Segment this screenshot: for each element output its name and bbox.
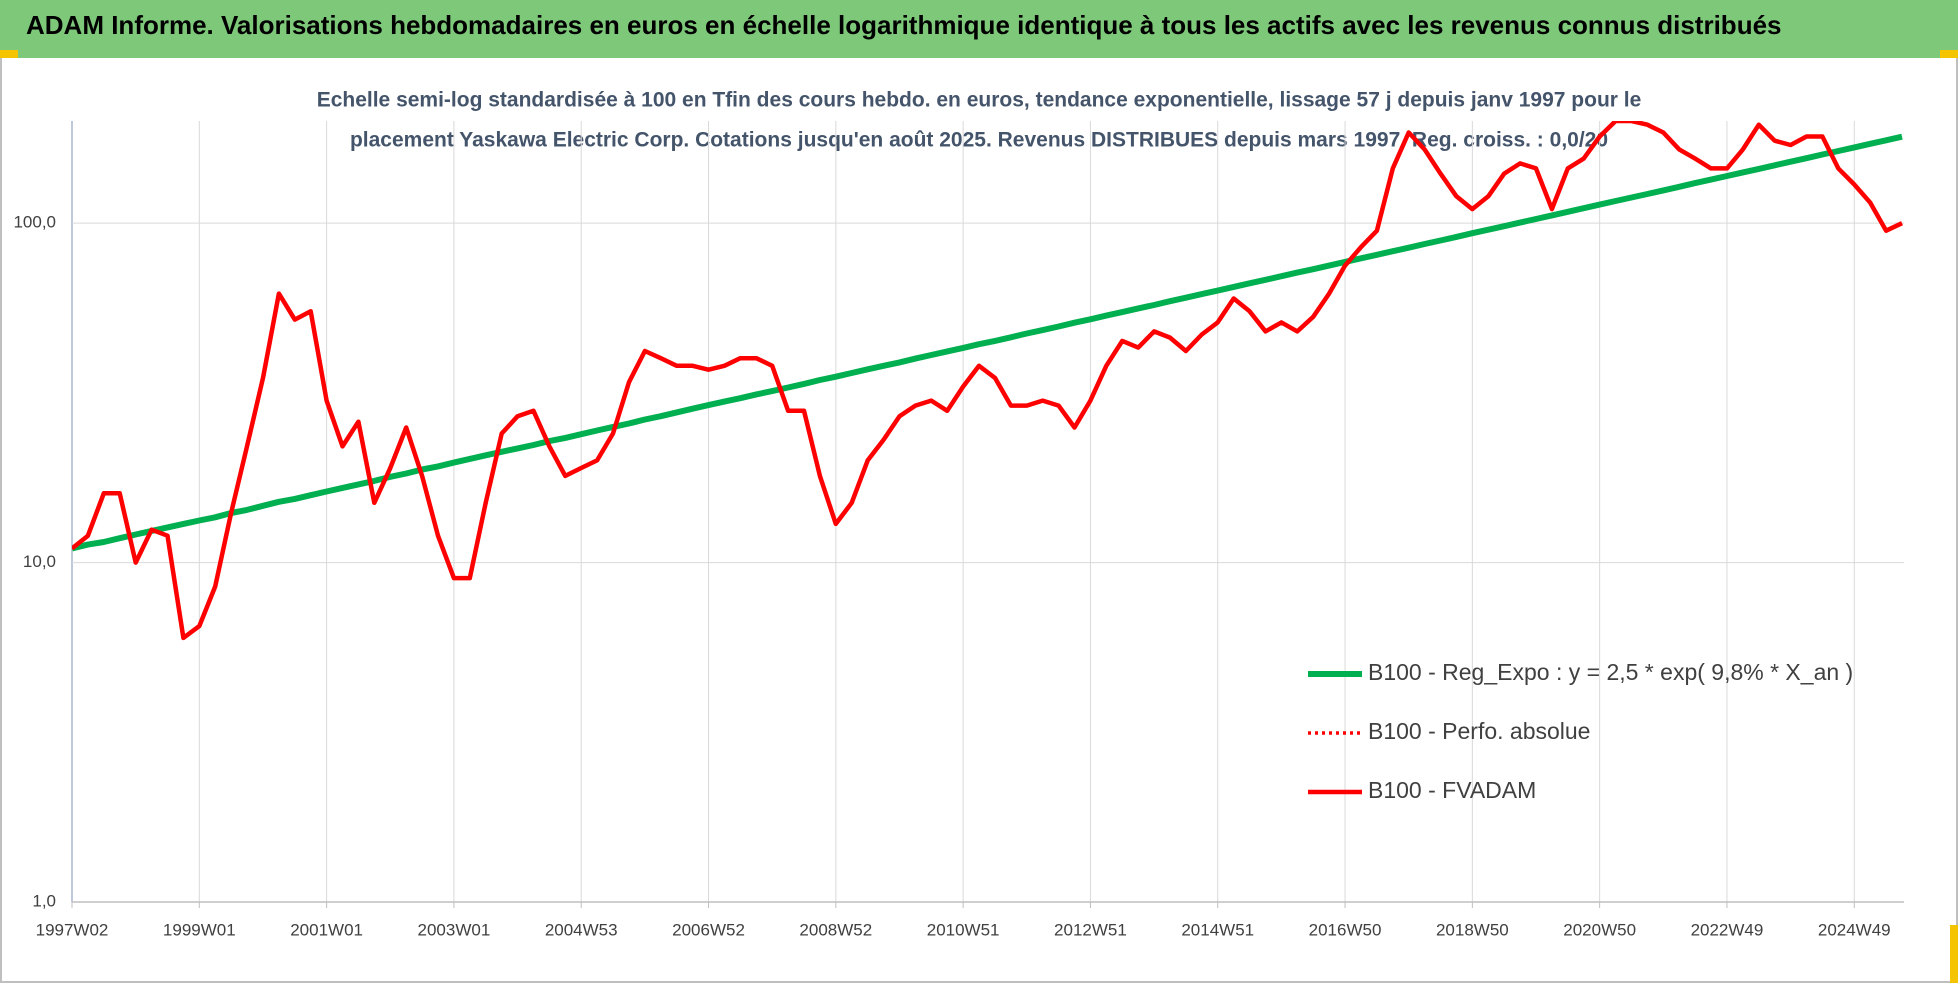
corner-mark xyxy=(1940,50,1958,58)
plot-area xyxy=(72,121,1903,641)
series-line xyxy=(72,133,1903,552)
legend-label: B100 - FVADAM xyxy=(1368,777,1536,803)
x-tick-label: 2004W53 xyxy=(545,920,618,939)
x-tick-label: 2012W51 xyxy=(1054,920,1127,939)
x-tick-label: 2024W49 xyxy=(1818,920,1891,939)
x-tick-label: 2008W52 xyxy=(799,920,872,939)
header-band xyxy=(0,0,1958,58)
x-tick-label: 2020W50 xyxy=(1563,920,1636,939)
x-tick-label: 2003W01 xyxy=(418,920,491,939)
subtitle: Echelle semi-log standardisée à 100 en T… xyxy=(317,89,1642,112)
corner-mark xyxy=(0,50,18,58)
x-tick-label: 2016W50 xyxy=(1309,920,1382,939)
series-line xyxy=(72,121,1903,641)
corner-mark xyxy=(1950,925,1958,983)
y-tick-label: 10,0 xyxy=(23,552,56,571)
x-tick-label: 1999W01 xyxy=(163,920,236,939)
header-title: ADAM Informe. Valorisations hebdomadaire… xyxy=(26,10,1782,40)
x-tick-label: 1997W02 xyxy=(36,920,109,939)
y-tick-label: 1,0 xyxy=(32,891,56,910)
x-tick-label: 2006W52 xyxy=(672,920,745,939)
subtitle: placement Yaskawa Electric Corp. Cotatio… xyxy=(350,129,1608,152)
y-tick-label: 100,0 xyxy=(13,213,56,232)
legend-label: B100 - Perfo. absolue xyxy=(1368,718,1590,744)
x-tick-label: 2018W50 xyxy=(1436,920,1509,939)
x-tick-label: 2010W51 xyxy=(927,920,1000,939)
legend-label: B100 - Reg_Expo : y = 2,5 * exp( 9,8% * … xyxy=(1368,659,1853,685)
x-tick-label: 2001W01 xyxy=(290,920,363,939)
x-tick-label: 2022W49 xyxy=(1691,920,1764,939)
x-tick-label: 2014W51 xyxy=(1181,920,1254,939)
